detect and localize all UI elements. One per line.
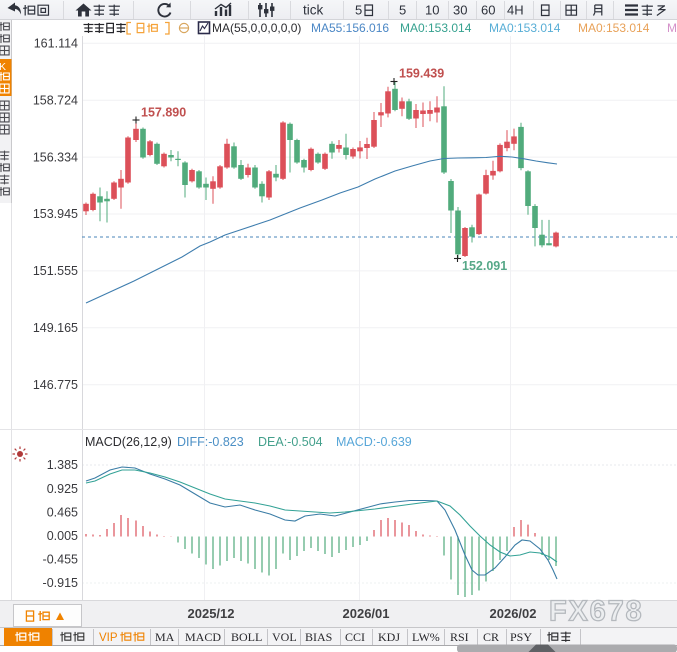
svg-text:MA55:156.016: MA55:156.016 [311,21,389,35]
svg-text:DIFF:-0.823: DIFF:-0.823 [177,435,244,449]
svg-text:161.114: 161.114 [34,37,78,51]
svg-text:157.890: 157.890 [141,106,186,120]
svg-text:CR: CR [483,630,499,644]
svg-text:-0.455: -0.455 [43,553,78,567]
svg-text:5: 5 [355,3,362,18]
svg-text:RSI: RSI [450,630,469,644]
svg-text:151.555: 151.555 [33,264,78,278]
svg-text:tick: tick [303,3,324,18]
svg-text:MA0:153.014: MA0:153.014 [400,21,472,35]
svg-text:60: 60 [481,3,495,18]
svg-text:MACD:-0.639: MACD:-0.639 [336,435,412,449]
svg-text:158.724: 158.724 [33,93,78,107]
svg-text:-0.915: -0.915 [43,576,78,590]
svg-text:0.005: 0.005 [47,529,78,543]
svg-text:MA: MA [155,630,175,644]
svg-text:BIAS: BIAS [305,630,332,644]
svg-text:MA0:153.014: MA0:153.014 [489,21,561,35]
svg-text:VOL: VOL [272,630,297,644]
svg-text:0.925: 0.925 [47,482,78,496]
svg-text:152.091: 152.091 [462,259,507,273]
svg-text:159.439: 159.439 [399,67,444,81]
svg-text:0.465: 0.465 [47,505,78,519]
svg-text:K: K [0,61,6,73]
svg-text:MA(55,0,0,0,0,0): MA(55,0,0,0,0,0) [212,21,301,35]
svg-text:146.775: 146.775 [33,378,78,392]
svg-text:DEA:-0.504: DEA:-0.504 [258,435,323,449]
svg-text:2025/12: 2025/12 [188,606,235,621]
svg-text:KDJ: KDJ [378,630,400,644]
svg-text:BOLL: BOLL [231,630,262,644]
svg-text:149.165: 149.165 [33,321,78,335]
svg-text:FX678: FX678 [549,596,643,628]
svg-text:10: 10 [425,3,439,18]
svg-text:30: 30 [453,3,467,18]
svg-text:4H: 4H [507,3,524,18]
svg-text:MA0:153.014: MA0:153.014 [578,21,650,35]
svg-text:MACD: MACD [185,630,221,644]
svg-text:CCI: CCI [345,630,365,644]
svg-text:PSY: PSY [510,630,532,644]
svg-text:MA0:153.014: MA0:153.014 [667,21,677,35]
svg-text:LW%: LW% [412,630,440,644]
svg-text:2026/02: 2026/02 [490,606,537,621]
svg-text:1.385: 1.385 [47,458,78,472]
svg-text:5: 5 [399,3,406,18]
svg-text:MACD(26,12,9): MACD(26,12,9) [85,435,172,449]
svg-text:156.334: 156.334 [33,150,78,164]
svg-text:2026/01: 2026/01 [343,606,390,621]
svg-text:153.945: 153.945 [33,207,78,221]
svg-text:VIP: VIP [99,632,118,644]
